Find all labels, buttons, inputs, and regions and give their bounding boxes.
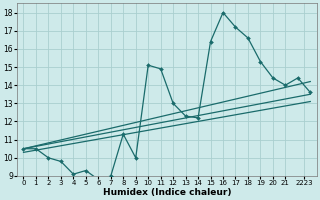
X-axis label: Humidex (Indice chaleur): Humidex (Indice chaleur) <box>103 188 231 197</box>
